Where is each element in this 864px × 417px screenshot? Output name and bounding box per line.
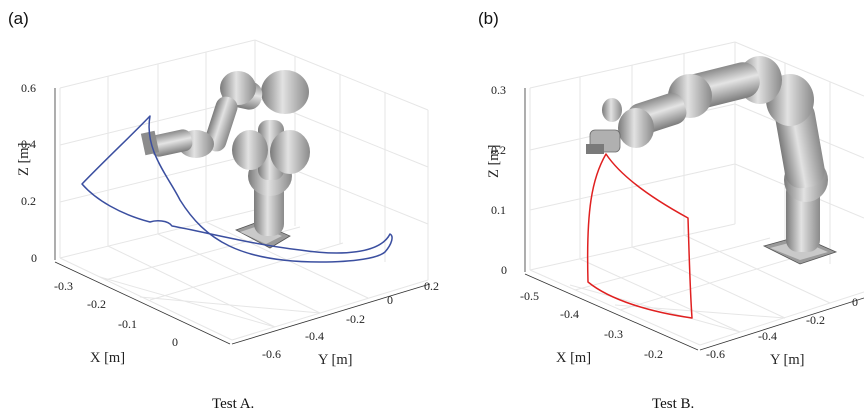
panel-b-y-label: Y [m] — [770, 352, 805, 368]
panel-b-x-tick: -0.3 — [604, 327, 623, 341]
panel-a-y-tick: 0.2 — [424, 279, 439, 293]
panel-b-z-label: Z [m] — [486, 145, 502, 178]
panel-a-z-label: Z [m] — [16, 143, 32, 176]
panel-b-trajectory — [586, 153, 693, 319]
panel-a-x-tick: -0.1 — [118, 317, 137, 331]
panel-a-x-tick: -0.2 — [87, 297, 106, 311]
panel-b-y-tick: 0 — [852, 295, 858, 309]
panel-b-caption: Test B. — [652, 396, 694, 412]
panel-b-z-tick: 0.3 — [491, 83, 506, 97]
panel-b-z-tick: 0.1 — [491, 203, 506, 217]
panel-b-y-tick: -0.2 — [806, 313, 825, 327]
panel-a-robot-arm — [140, 70, 310, 249]
panel-a-y-tick: -0.6 — [262, 347, 281, 361]
panel-a-x-tick: 0 — [172, 335, 178, 349]
panel-b: (b) — [478, 9, 864, 412]
panel-a-z-tick: 0.2 — [21, 194, 36, 208]
panel-a-x-tick: -0.3 — [54, 279, 73, 293]
panel-a-trajectory — [81, 115, 393, 263]
panel-b-robot-arm — [586, 56, 838, 265]
panel-b-z-tick: 0 — [501, 263, 507, 277]
panel-b-y-tick: -0.4 — [758, 329, 777, 343]
panel-a-label: (a) — [8, 9, 29, 28]
panel-b-x-tick: -0.4 — [560, 307, 579, 321]
panel-a-axes — [54, 88, 431, 345]
panel-a-y-tick: 0 — [387, 293, 393, 307]
panel-b-x-label: X [m] — [556, 350, 591, 366]
panel-a-z-tick: 0 — [31, 251, 37, 265]
panel-b-x-tick: -0.2 — [644, 347, 663, 361]
panel-b-label: (b) — [478, 9, 499, 28]
panel-b-z-tick: 0.2 — [491, 143, 506, 157]
panel-b-y-tick: -0.6 — [706, 347, 725, 361]
panel-a-caption: Test A. — [212, 396, 254, 412]
panel-a-z-tick: 0.4 — [21, 137, 36, 151]
panel-a-x-label: X [m] — [90, 350, 125, 366]
panel-b-x-tick: -0.5 — [520, 289, 539, 303]
panel-a: (a) — [8, 9, 439, 412]
panel-a-y-tick: -0.4 — [305, 329, 324, 343]
panel-a-z-tick: 0.6 — [21, 81, 36, 95]
panel-a-y-label: Y [m] — [318, 352, 353, 368]
panel-a-y-tick: -0.2 — [346, 312, 365, 326]
panel-b-axes — [524, 88, 864, 351]
